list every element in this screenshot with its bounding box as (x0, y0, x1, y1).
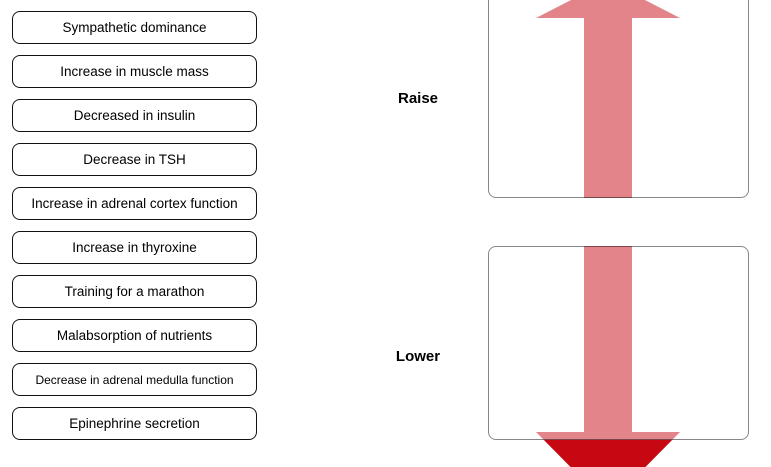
option-decreased-insulin[interactable]: Decreased in insulin (12, 99, 257, 132)
lower-label: Lower (395, 348, 441, 365)
option-sympathetic-dominance[interactable]: Sympathetic dominance (12, 11, 257, 44)
raise-dropzone[interactable] (488, 0, 749, 198)
option-increase-muscle-mass[interactable]: Increase in muscle mass (12, 55, 257, 88)
option-training-marathon[interactable]: Training for a marathon (12, 275, 257, 308)
option-malabsorption-nutrients[interactable]: Malabsorption of nutrients (12, 319, 257, 352)
option-decrease-adrenal-medulla[interactable]: Decrease in adrenal medulla function (12, 363, 257, 396)
raise-label: Raise (397, 90, 439, 107)
lower-dropzone[interactable] (488, 246, 749, 440)
option-decrease-tsh[interactable]: Decrease in TSH (12, 143, 257, 176)
options-list: Sympathetic dominance Increase in muscle… (12, 11, 257, 440)
option-increase-adrenal-cortex[interactable]: Increase in adrenal cortex function (12, 187, 257, 220)
option-increase-thyroxine[interactable]: Increase in thyroxine (12, 231, 257, 264)
option-epinephrine-secretion[interactable]: Epinephrine secretion (12, 407, 257, 440)
